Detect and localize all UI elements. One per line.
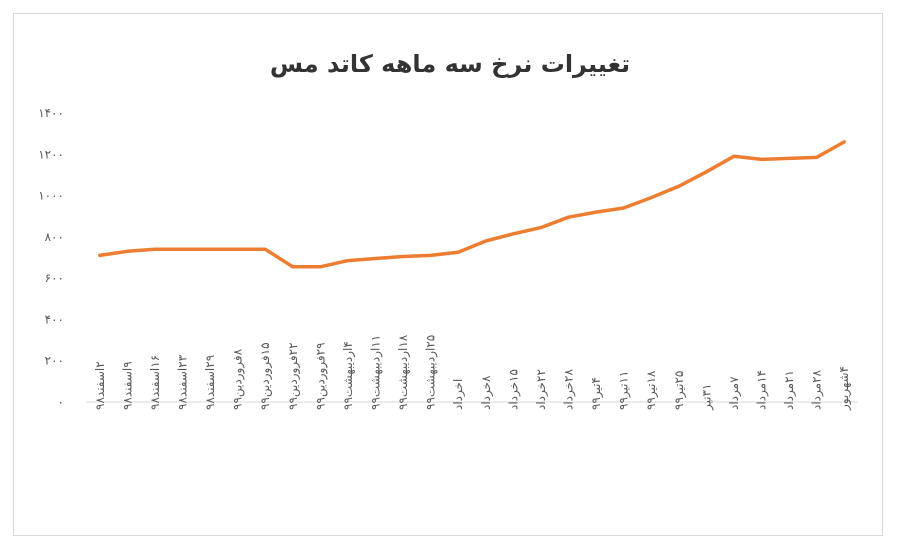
x-tick-label: ۲۳اسفند۹۸ (176, 354, 190, 410)
y-tick-label: ۸۰۰ (45, 230, 64, 244)
data-point (704, 170, 708, 174)
x-tick-label: ۳۱تیر (699, 384, 714, 411)
chart-title: تغییرات نرخ سه ماهه کاتد مس (270, 50, 630, 78)
x-tick-label: ۲۹اسفند۹۸ (203, 355, 217, 410)
x-tick-label: ۲۸خرداد (562, 368, 577, 410)
x-tick-label: ۲۸مرداد (810, 369, 825, 410)
x-tick-label: ۲۱مرداد (782, 370, 797, 410)
x-tick-label: ۸خرداد (479, 375, 494, 410)
x-tick-label: ۲۲خرداد (534, 369, 549, 410)
data-point (236, 247, 240, 251)
data-point (98, 253, 102, 257)
data-point (787, 156, 791, 160)
data-point (125, 249, 129, 253)
data-point (401, 254, 405, 258)
data-point (842, 140, 846, 144)
data-point (291, 265, 295, 269)
data-point (732, 154, 736, 158)
x-tick-label: ۱۸اردیبهشت۹۹ (396, 334, 411, 410)
data-point (318, 265, 322, 269)
data-point (181, 247, 184, 251)
data-point (511, 232, 515, 236)
data-point (456, 250, 460, 254)
x-tick-label: ۷مرداد (727, 376, 742, 410)
y-tick-label: ۱۲۰۰ (38, 147, 64, 161)
x-tick-label: ۲۵تیر۹۹ (672, 371, 687, 410)
y-tick-label: ۶۰۰ (45, 271, 64, 285)
y-tick-labels: ۰ ۲۰۰ ۴۰۰ ۶۰۰ ۸۰۰ ۱۰۰۰ ۱۲۰۰ ۱۴۰۰ (38, 106, 64, 409)
data-point (622, 206, 626, 210)
data-point (594, 210, 598, 214)
x-tick-label: ۸فروردین۹۹ (231, 348, 246, 410)
x-tick-label: ۲اسفند۹۸ (93, 361, 107, 410)
x-tick-label: ۹اسفند۹۸ (120, 361, 134, 410)
series-line (98, 140, 846, 269)
data-point (429, 253, 433, 257)
data-point (263, 247, 267, 251)
data-point (760, 157, 763, 161)
data-point (208, 247, 212, 251)
x-tick-label: ۱۴مرداد (755, 370, 770, 410)
data-point (567, 215, 570, 219)
x-tick-label: ۱۶اسفند۹۸ (148, 355, 162, 410)
data-point (374, 257, 377, 261)
data-point (649, 196, 653, 200)
x-tick-label: ۱۵فروردین۹۹ (258, 342, 273, 410)
series-points (98, 140, 846, 269)
data-point (815, 155, 819, 159)
x-tick-label: ۲۵اردیبهشت۹۹ (424, 335, 439, 410)
x-tick-label: ۴اردیبهشت۹۹ (341, 341, 356, 410)
data-point (153, 247, 157, 251)
x-tick-label: ۲۹فروردین۹۹ (313, 342, 328, 410)
y-tick-label: ۰ (58, 395, 64, 409)
chart-frame (13, 13, 883, 536)
x-tick-label: ۱۱اردیبهشت۹۹ (369, 335, 384, 410)
x-tick-label: اخرداد (451, 379, 466, 410)
data-point (539, 226, 543, 230)
y-tick-label: ۴۰۰ (45, 312, 64, 326)
x-tick-label: ۱۵خرداد (506, 369, 521, 410)
y-tick-label: ۱۴۰۰ (38, 106, 64, 120)
data-point (346, 259, 350, 263)
y-tick-label: ۲۰۰ (45, 354, 64, 368)
data-point (484, 239, 488, 243)
x-tick-label: ۲۲فروردین۹۹ (286, 342, 301, 410)
x-tick-label: ۴شهریور (837, 366, 852, 411)
x-tick-label: ۱۱تیر۹۹ (617, 371, 632, 410)
data-point (677, 184, 681, 188)
y-tick-label: ۱۰۰۰ (38, 189, 64, 203)
x-tick-label: ۴تیر۹۹ (589, 377, 604, 410)
x-tick-label: ۱۸تیر۹۹ (644, 370, 659, 410)
x-tick-labels: ۲اسفند۹۸ ۹اسفند۹۸ ۱۶اسفند۹۸ ۲۳اسفند۹۸ ۲۹اسفن… (93, 334, 852, 411)
